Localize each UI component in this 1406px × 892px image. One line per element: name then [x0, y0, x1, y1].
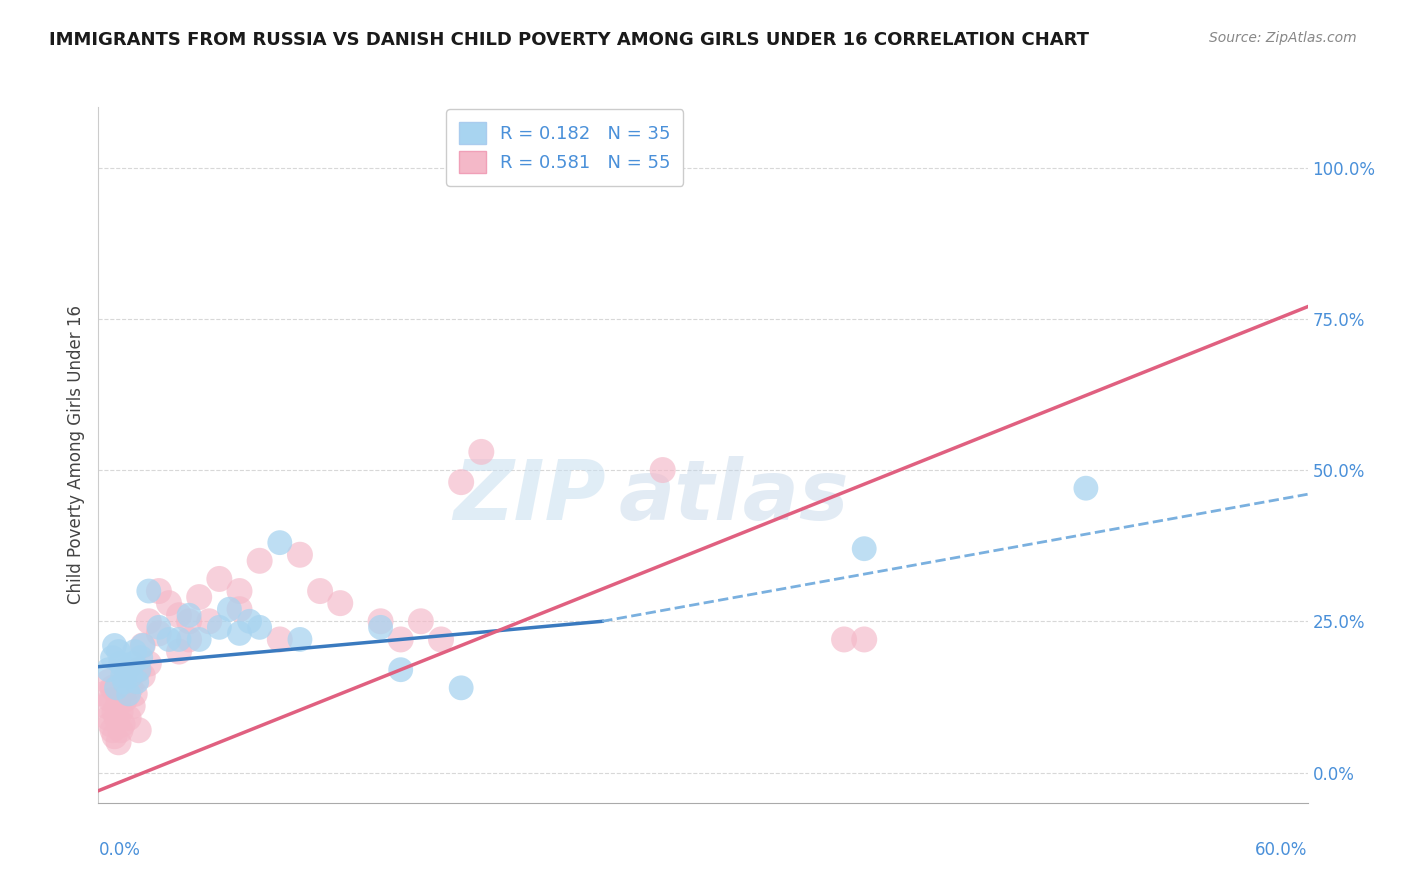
Point: [208, 620, 231, 634]
Point: [179, 608, 201, 623]
Point: [132, 669, 155, 683]
Point: [100, 717, 122, 731]
Point: [128, 663, 150, 677]
Point: [118, 711, 141, 725]
Point: [157, 632, 180, 647]
Point: [179, 615, 201, 629]
Point: [430, 632, 453, 647]
Point: [125, 674, 148, 689]
Point: [101, 723, 124, 738]
Point: [111, 717, 134, 731]
Point: [218, 602, 240, 616]
Point: [179, 632, 201, 647]
Point: [103, 729, 125, 743]
Point: [198, 615, 221, 629]
Point: [309, 584, 332, 599]
Point: [115, 669, 138, 683]
Text: 60.0%: 60.0%: [1256, 841, 1308, 859]
Point: [329, 596, 352, 610]
Point: [101, 650, 124, 665]
Point: [470, 445, 492, 459]
Point: [148, 584, 170, 599]
Point: [228, 602, 250, 616]
Point: [110, 657, 132, 671]
Point: [409, 615, 432, 629]
Point: [103, 705, 125, 719]
Point: [138, 615, 160, 629]
Point: [124, 687, 146, 701]
Point: [107, 644, 129, 658]
Point: [148, 626, 170, 640]
Point: [111, 669, 134, 683]
Text: Source: ZipAtlas.com: Source: ZipAtlas.com: [1209, 31, 1357, 45]
Point: [97, 711, 120, 725]
Point: [115, 663, 138, 677]
Point: [148, 620, 170, 634]
Point: [103, 639, 125, 653]
Point: [228, 626, 250, 640]
Point: [105, 711, 128, 725]
Point: [269, 535, 291, 549]
Point: [96, 698, 118, 713]
Point: [389, 632, 412, 647]
Point: [120, 681, 142, 695]
Point: [188, 632, 211, 647]
Point: [101, 681, 124, 695]
Point: [239, 615, 262, 629]
Point: [167, 632, 190, 647]
Point: [1074, 481, 1097, 495]
Y-axis label: Child Poverty Among Girls Under 16: Child Poverty Among Girls Under 16: [66, 305, 84, 605]
Point: [249, 620, 271, 634]
Text: 0.0%: 0.0%: [98, 841, 141, 859]
Point: [188, 590, 211, 604]
Point: [107, 693, 129, 707]
Point: [128, 723, 150, 738]
Point: [128, 663, 150, 677]
Point: [100, 693, 122, 707]
Point: [93, 687, 115, 701]
Point: [450, 681, 472, 695]
Point: [124, 644, 146, 658]
Point: [167, 644, 190, 658]
Point: [157, 596, 180, 610]
Point: [118, 687, 141, 701]
Point: [107, 735, 129, 749]
Point: [370, 615, 392, 629]
Legend: R = 0.182   N = 35, R = 0.581   N = 55: R = 0.182 N = 35, R = 0.581 N = 55: [446, 109, 683, 186]
Point: [288, 632, 311, 647]
Point: [853, 541, 876, 556]
Text: IMMIGRANTS FROM RUSSIA VS DANISH CHILD POVERTY AMONG GIRLS UNDER 16 CORRELATION : IMMIGRANTS FROM RUSSIA VS DANISH CHILD P…: [49, 31, 1090, 49]
Point: [651, 463, 673, 477]
Point: [121, 657, 143, 671]
Point: [450, 475, 472, 490]
Point: [853, 632, 876, 647]
Point: [129, 650, 152, 665]
Point: [114, 693, 136, 707]
Point: [228, 584, 250, 599]
Point: [110, 705, 132, 719]
Point: [97, 663, 120, 677]
Point: [167, 608, 190, 623]
Point: [288, 548, 311, 562]
Point: [389, 663, 412, 677]
Point: [249, 554, 271, 568]
Point: [138, 657, 160, 671]
Point: [132, 639, 155, 653]
Point: [208, 572, 231, 586]
Text: atlas: atlas: [619, 456, 849, 537]
Point: [97, 674, 120, 689]
Point: [370, 620, 392, 634]
Point: [132, 639, 155, 653]
Point: [269, 632, 291, 647]
Point: [110, 723, 132, 738]
Point: [120, 669, 142, 683]
Point: [832, 632, 855, 647]
Point: [114, 674, 136, 689]
Point: [105, 681, 128, 695]
Point: [138, 584, 160, 599]
Text: ZIP: ZIP: [454, 456, 606, 537]
Point: [121, 698, 143, 713]
